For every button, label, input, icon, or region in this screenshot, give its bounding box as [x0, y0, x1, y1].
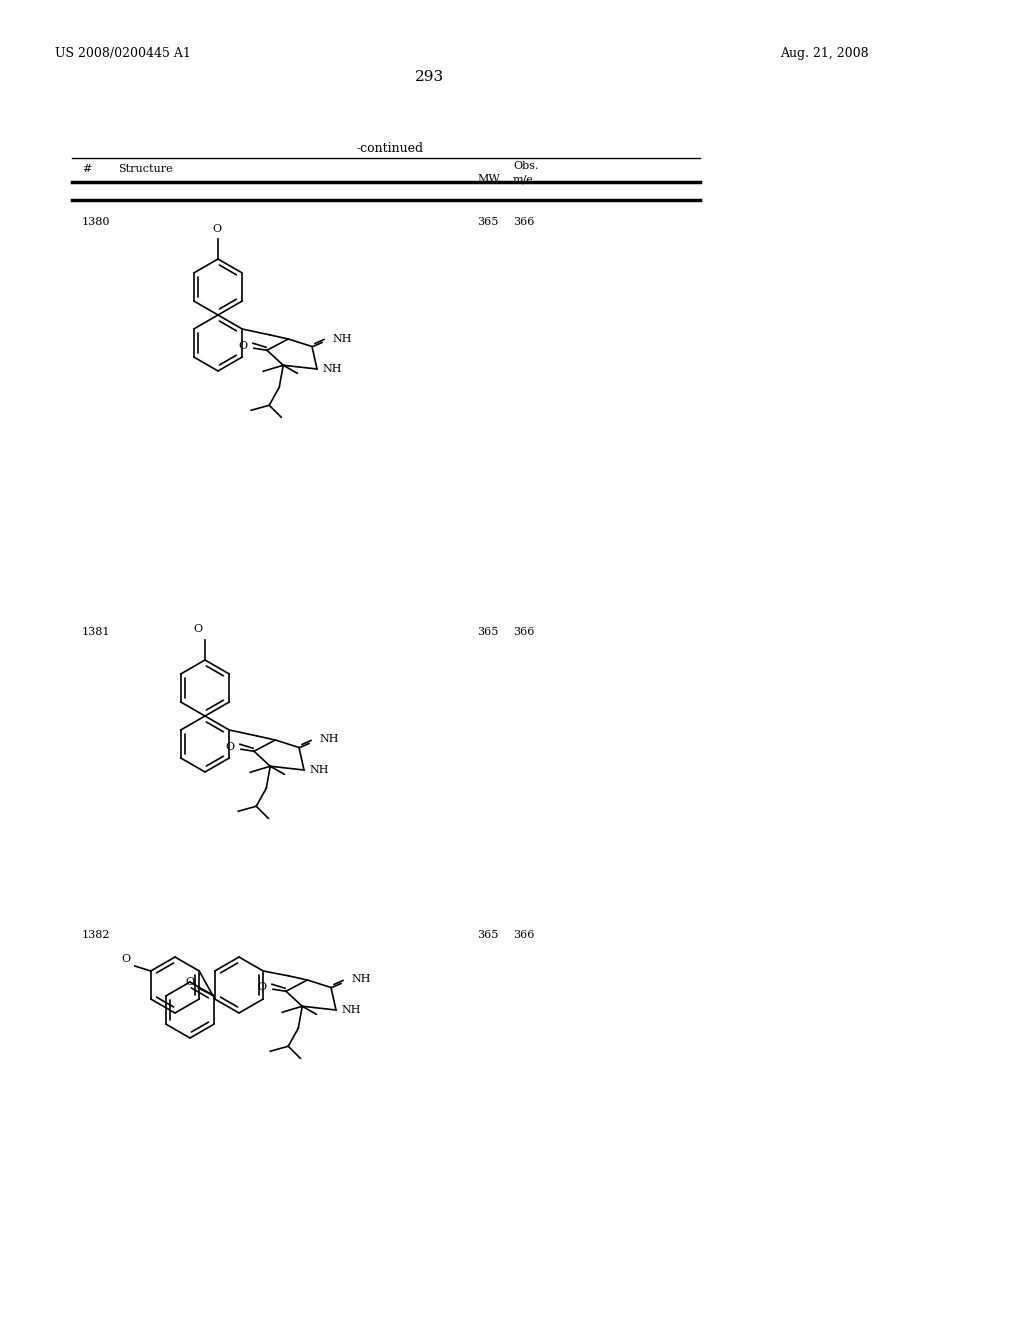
Text: O: O	[194, 624, 203, 634]
Text: Obs.: Obs.	[513, 161, 539, 172]
Text: 366: 366	[513, 216, 535, 227]
Text: US 2008/0200445 A1: US 2008/0200445 A1	[55, 48, 190, 59]
Text: O: O	[212, 224, 221, 234]
Text: Aug. 21, 2008: Aug. 21, 2008	[780, 48, 868, 59]
Text: 293: 293	[416, 70, 444, 84]
Text: #: #	[82, 164, 91, 174]
Text: 365: 365	[477, 216, 499, 227]
Text: O: O	[185, 977, 195, 987]
Text: Structure: Structure	[118, 164, 173, 174]
Text: O: O	[122, 954, 131, 964]
Text: NH: NH	[341, 1005, 360, 1015]
Text: 365: 365	[477, 931, 499, 940]
Text: 366: 366	[513, 931, 535, 940]
Text: 1381: 1381	[82, 627, 111, 638]
Text: NH: NH	[319, 734, 339, 744]
Text: O: O	[258, 982, 267, 993]
Text: NH: NH	[332, 334, 351, 343]
Text: -continued: -continued	[356, 143, 424, 154]
Text: O: O	[226, 742, 234, 752]
Text: O: O	[239, 342, 248, 351]
Text: NH: NH	[351, 974, 371, 985]
Text: 366: 366	[513, 627, 535, 638]
Text: NH: NH	[309, 766, 329, 775]
Text: m/e: m/e	[513, 174, 534, 183]
Text: MW: MW	[477, 174, 500, 183]
Text: 1382: 1382	[82, 931, 111, 940]
Text: 365: 365	[477, 627, 499, 638]
Text: NH: NH	[322, 364, 341, 374]
Text: 1380: 1380	[82, 216, 111, 227]
